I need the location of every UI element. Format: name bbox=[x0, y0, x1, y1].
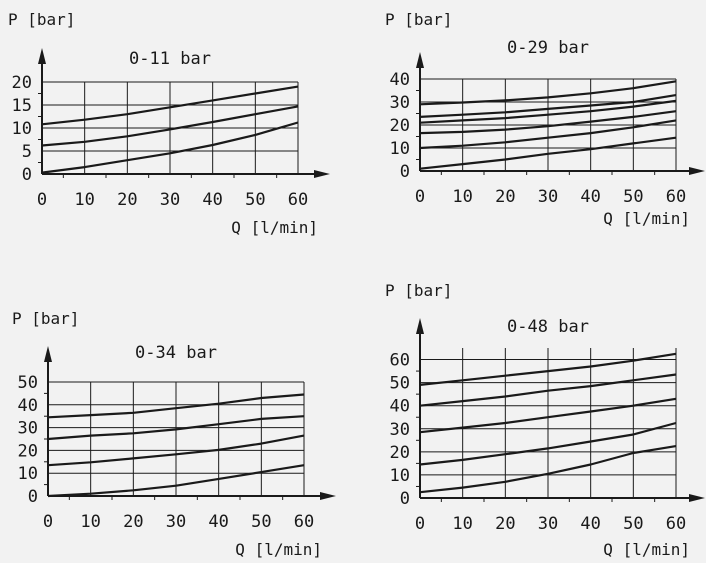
x-tick-label: 30 bbox=[166, 512, 186, 532]
x-tick-label: 0 bbox=[415, 514, 425, 534]
x-tick-label: 20 bbox=[495, 187, 515, 207]
x-tick-label: 0 bbox=[43, 512, 53, 532]
y-axis-label: P [bar] bbox=[8, 10, 75, 29]
x-axis-label: Q [l/min] bbox=[235, 540, 322, 559]
x-tick-label: 60 bbox=[666, 514, 686, 534]
x-axis-arrow bbox=[320, 492, 336, 500]
x-tick-label: 60 bbox=[294, 512, 314, 532]
y-tick-label: 40 bbox=[390, 70, 410, 90]
y-tick-label: 20 bbox=[390, 116, 410, 136]
y-tick-label: 0 bbox=[28, 487, 38, 507]
x-tick-label: 40 bbox=[202, 190, 222, 210]
chart-title: 0-34 bar bbox=[135, 343, 217, 363]
y-tick-label: 0 bbox=[400, 162, 410, 182]
x-axis-label: Q [l/min] bbox=[603, 209, 690, 228]
x-tick-label: 10 bbox=[74, 190, 94, 210]
y-tick-label: 30 bbox=[390, 93, 410, 113]
y-tick-label: 0 bbox=[400, 489, 410, 509]
chart-title: 0-11 bar bbox=[129, 49, 211, 69]
chart-title: 0-29 bar bbox=[507, 38, 589, 58]
series-line-1 bbox=[419, 136, 677, 170]
x-tick-label: 30 bbox=[538, 514, 558, 534]
series-line-1 bbox=[41, 121, 299, 174]
y-axis-arrow bbox=[416, 318, 424, 334]
x-tick-label: 30 bbox=[160, 190, 180, 210]
x-tick-label: 10 bbox=[80, 512, 100, 532]
y-axis-arrow bbox=[44, 346, 52, 362]
x-tick-label: 0 bbox=[415, 187, 425, 207]
y-tick-label: 40 bbox=[18, 396, 38, 416]
series-line-4 bbox=[47, 393, 305, 419]
x-tick-label: 60 bbox=[288, 190, 308, 210]
chart-2: 0 10 20 30 40 50 60 0 10 20 30 40 0-29 bar P [bar] Q [… bbox=[385, 10, 705, 228]
series-line-5 bbox=[419, 352, 677, 386]
x-tick-label: 40 bbox=[580, 187, 600, 207]
x-tick-label: 40 bbox=[208, 512, 228, 532]
series-line-2 bbox=[419, 119, 677, 150]
y-tick-label: 50 bbox=[390, 374, 410, 394]
x-tick-label: 50 bbox=[623, 187, 643, 207]
series-line-5 bbox=[419, 94, 677, 118]
chart-title: 0-48 bar bbox=[507, 317, 589, 337]
series-line-2 bbox=[47, 434, 305, 467]
y-axis-label: P [bar] bbox=[385, 281, 452, 300]
y-axis-label: P [bar] bbox=[12, 309, 79, 328]
y-tick-label: 15 bbox=[12, 96, 32, 116]
x-axis-arrow bbox=[314, 170, 330, 178]
x-tick-label: 40 bbox=[580, 514, 600, 534]
y-tick-label: 5 bbox=[22, 142, 32, 162]
x-tick-label: 20 bbox=[495, 514, 515, 534]
y-axis-arrow bbox=[38, 48, 46, 64]
x-tick-label: 20 bbox=[117, 190, 137, 210]
y-tick-label: 30 bbox=[390, 420, 410, 440]
x-axis-arrow bbox=[689, 494, 705, 502]
y-tick-label: 60 bbox=[390, 351, 410, 371]
y-tick-label: 10 bbox=[12, 119, 32, 139]
x-tick-label: 20 bbox=[123, 512, 143, 532]
x-tick-label: 10 bbox=[452, 514, 472, 534]
y-tick-label: 50 bbox=[18, 373, 38, 393]
y-tick-label: 20 bbox=[390, 443, 410, 463]
x-tick-label: 50 bbox=[251, 512, 271, 532]
x-tick-label: 50 bbox=[623, 514, 643, 534]
series-line-2 bbox=[41, 105, 299, 147]
y-tick-label: 20 bbox=[18, 441, 38, 461]
x-tick-label: 30 bbox=[538, 187, 558, 207]
y-tick-label: 10 bbox=[390, 139, 410, 159]
x-tick-label: 60 bbox=[666, 187, 686, 207]
y-tick-label: 10 bbox=[18, 464, 38, 484]
series-line-2 bbox=[419, 421, 677, 466]
chart-1: 0 10 20 30 40 50 60 0 5 10 15 20 0-11 bar P [bar] Q [l… bbox=[8, 10, 330, 237]
series-line-1 bbox=[47, 464, 305, 498]
y-tick-label: 30 bbox=[18, 419, 38, 439]
series-line-3 bbox=[419, 397, 677, 434]
x-axis-label: Q [l/min] bbox=[603, 540, 690, 559]
series-line-3 bbox=[41, 85, 299, 126]
series-line-4 bbox=[419, 373, 677, 407]
series-line-3 bbox=[419, 110, 677, 135]
series-line-4 bbox=[419, 99, 677, 124]
y-axis-label: P [bar] bbox=[385, 10, 452, 29]
x-tick-label: 10 bbox=[452, 187, 472, 207]
series-line-6 bbox=[419, 80, 677, 106]
x-tick-label: 0 bbox=[37, 190, 47, 210]
y-tick-label: 40 bbox=[390, 397, 410, 417]
y-tick-label: 10 bbox=[390, 466, 410, 486]
series-line-1 bbox=[419, 445, 677, 494]
y-tick-label: 0 bbox=[22, 165, 32, 185]
x-tick-label: 50 bbox=[245, 190, 265, 210]
x-axis-arrow bbox=[689, 167, 705, 175]
series-line-3 bbox=[47, 415, 305, 441]
y-tick-label: 20 bbox=[12, 73, 32, 93]
x-axis-label: Q [l/min] bbox=[231, 218, 318, 237]
y-axis-arrow bbox=[416, 52, 424, 68]
chart-4: 0 10 20 30 40 50 60 0 10 20 30 40 50 60 0-48 bar P [bar… bbox=[385, 281, 705, 559]
